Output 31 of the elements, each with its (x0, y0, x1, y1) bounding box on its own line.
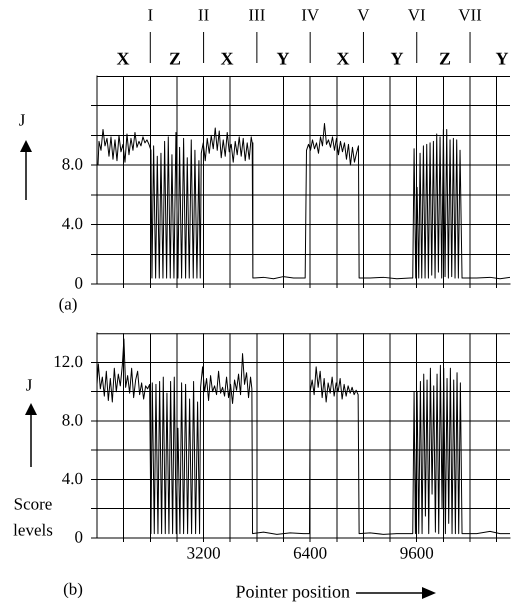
text: X (116, 48, 130, 69)
text: Score levels (13, 494, 53, 540)
y-tick-label: 4.0 (62, 214, 83, 234)
ref-line-label: III (248, 5, 266, 24)
x-tick-label: 6400 (293, 544, 328, 563)
text: X (336, 48, 350, 69)
x-axis-title: Pointer position (235, 582, 350, 602)
y-tick-label: 8.0 (62, 410, 83, 430)
text: Y (390, 48, 404, 69)
y-tick-label: 8.0 (62, 154, 83, 174)
ref-line-label: VI (408, 5, 426, 24)
x-tick-label: 3200 (186, 544, 221, 563)
y-tick-label: 12.0 (53, 352, 83, 371)
y-axis-title: J (18, 110, 26, 130)
text: Z (438, 48, 452, 69)
ref-line-label: VII (458, 5, 482, 24)
text: Z (168, 48, 182, 69)
text: X (220, 48, 234, 69)
text: (a) (58, 294, 78, 314)
ref-line-label: IV (301, 5, 320, 24)
text: Y (276, 48, 290, 69)
y-tick-label: 4.0 (62, 468, 83, 488)
text: Y (496, 48, 508, 69)
ref-line-label: I (147, 5, 154, 24)
y-tick-label: 0 (74, 527, 83, 546)
y-axis-title: J (26, 375, 33, 394)
y-tick-label: 0 (74, 273, 83, 292)
x-tick-label: 9600 (400, 544, 434, 563)
ref-line-label: V (357, 5, 370, 24)
ref-line-label: II (198, 5, 210, 24)
text: (b) (63, 579, 83, 598)
